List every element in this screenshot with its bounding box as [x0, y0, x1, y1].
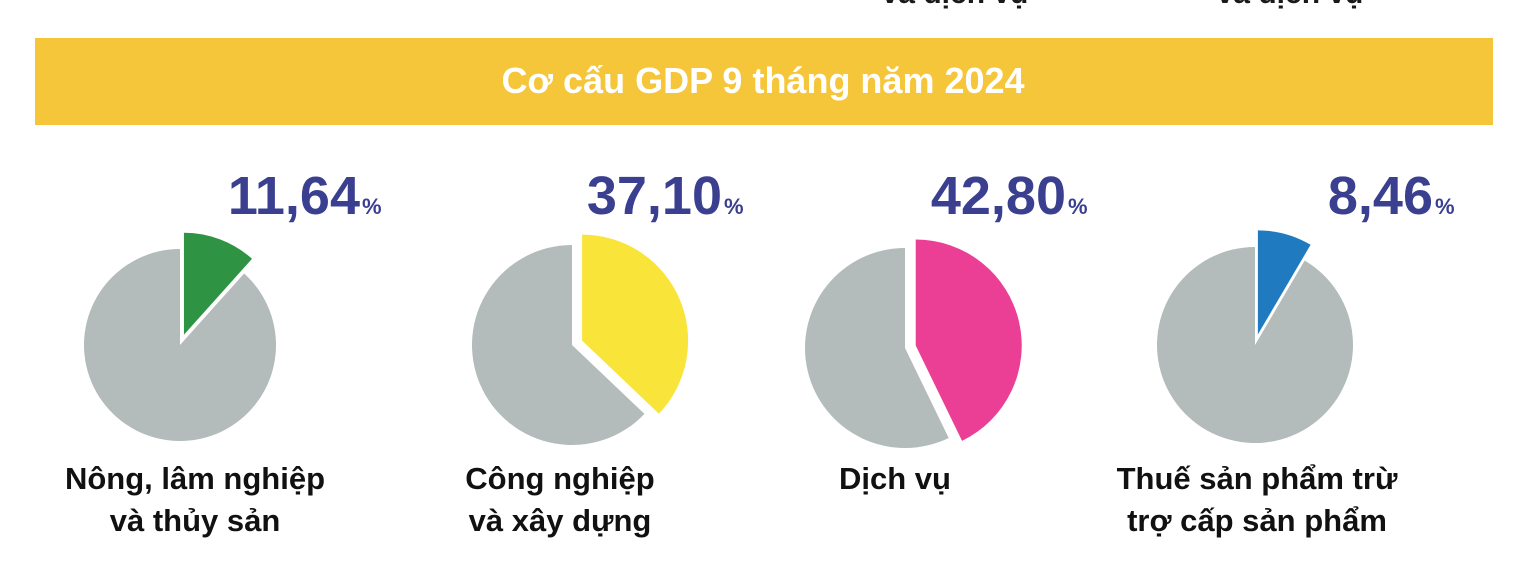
title-banner: [35, 38, 1493, 125]
value-label: 11,64: [228, 166, 360, 226]
value-label: 8,46: [1328, 166, 1433, 226]
pie-remainder: [804, 248, 949, 448]
category-label: Nông, lâm nghiệp: [65, 461, 325, 496]
pie-remainder: [1157, 247, 1353, 444]
category-label: và xây dựng: [469, 503, 652, 538]
chart-title: Cơ cấu GDP 9 tháng năm 2024: [501, 60, 1024, 101]
category-label: Công nghiệp: [465, 461, 654, 496]
value-label: 37,10: [587, 166, 722, 226]
category-label: trợ cấp sản phẩm: [1127, 503, 1387, 538]
pie-slice: [1257, 230, 1311, 335]
category-label: Thuế sản phẩm trừ: [1117, 461, 1398, 496]
value-unit: %: [362, 194, 382, 219]
pie-slice: [915, 239, 1022, 441]
value-unit: %: [1435, 194, 1455, 219]
pie-slice: [582, 234, 689, 414]
category-label: và thủy sản: [110, 503, 281, 538]
value-unit: %: [1068, 194, 1088, 219]
pie-remainder: [84, 249, 276, 441]
value-label: 42,80: [931, 166, 1066, 226]
category-label: Dịch vụ: [839, 461, 951, 496]
pie-remainder: [472, 245, 645, 446]
pie-slice: [183, 232, 253, 335]
cut-off-label: và dịch vụ: [882, 0, 1029, 10]
cut-off-label: và dịch vụ: [1217, 0, 1364, 10]
value-unit: %: [724, 194, 744, 219]
